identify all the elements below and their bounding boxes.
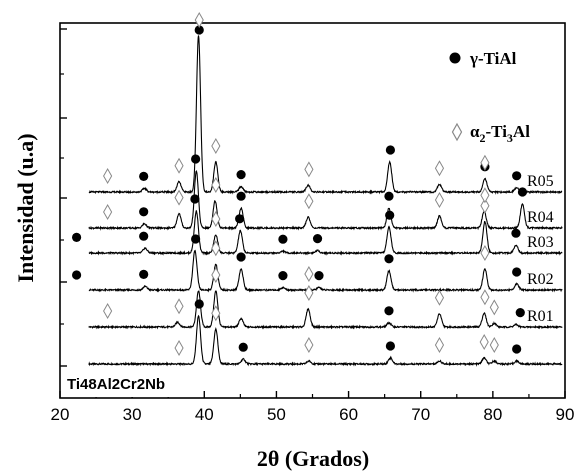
gamma-tial-marker [139, 269, 149, 279]
gamma-tial-marker [384, 254, 394, 264]
gamma-tial-marker [139, 171, 149, 181]
alpha2-ti3al-marker [194, 11, 204, 29]
gamma-tial-marker [139, 207, 149, 217]
gamma-tial-marker [385, 145, 396, 155]
alpha2-ti3al-marker [211, 176, 221, 194]
gamma-tial-marker [314, 271, 324, 281]
gamma-tial-marker [194, 25, 204, 35]
alpha2-ti3al-marker [434, 191, 445, 209]
curve-R01 [88, 290, 563, 330]
y-axis-title: Intensidad (u.a) [13, 133, 38, 282]
gamma-tial-marker [191, 154, 201, 164]
gamma-tial-marker [71, 232, 82, 242]
legend-label-alpha2: α2-Ti3Al [470, 122, 530, 145]
curve-label-R01: R01 [527, 308, 554, 325]
curve-substrate [88, 314, 563, 367]
legend-circle-icon [449, 52, 461, 64]
gamma-tial-marker [194, 299, 204, 309]
x-axis-title: 2θ (Grados) [257, 446, 369, 471]
alpha2-ti3al-marker [211, 210, 221, 228]
gamma-tial-marker [385, 210, 395, 220]
phase-markers [71, 11, 528, 357]
alpha2-ti3al-marker [211, 137, 221, 155]
legend: γ-TiAl α2-Ti3Al [449, 49, 530, 145]
curve-label-R02: R02 [527, 271, 554, 288]
alpha2-ti3al-marker [304, 284, 314, 302]
curve-labels: R01 R02 R03 R04 R05 [527, 173, 554, 325]
gamma-tial-marker [190, 194, 200, 204]
sample-label-box [61, 371, 198, 397]
alpha2-ti3al-marker [434, 336, 445, 354]
alpha2-ti3al-marker [174, 339, 184, 357]
alpha2-ti3al-marker [103, 302, 113, 320]
curve-label-R04: R04 [527, 209, 554, 226]
gamma-tial-marker [517, 187, 528, 197]
gamma-tial-marker [278, 234, 288, 244]
gamma-tial-marker [236, 170, 246, 180]
alpha2-ti3al-marker [174, 298, 184, 315]
x-tick-label: 80 [483, 405, 502, 424]
gamma-tial-marker [384, 191, 394, 201]
alpha2-ti3al-marker [304, 193, 314, 210]
curve-label-R05: R05 [527, 173, 554, 190]
alpha2-ti3al-marker [480, 244, 490, 262]
curve-label-R03: R03 [527, 234, 554, 251]
alpha2-ti3al-marker [480, 154, 490, 171]
alpha2-ti3al-marker [479, 333, 489, 351]
gamma-tial-marker [384, 306, 394, 316]
gamma-tial-marker [139, 231, 149, 241]
x-tick-label: 20 [51, 405, 70, 424]
gamma-tial-marker [236, 191, 246, 201]
alpha2-ti3al-marker [211, 240, 221, 257]
plot-frame [59, 22, 566, 399]
alpha2-ti3al-marker [489, 299, 499, 316]
gamma-tial-marker [278, 271, 288, 281]
gamma-tial-marker [515, 308, 525, 318]
legend-label-gamma: γ-TiAl [469, 49, 517, 68]
gamma-tial-marker [71, 270, 82, 280]
curve-R02 [88, 249, 563, 293]
diffraction-curves [88, 35, 563, 367]
x-tick-label: 50 [267, 405, 286, 424]
gamma-tial-marker [512, 171, 522, 181]
sample-label: Ti48Al2Cr2Nb [67, 376, 165, 393]
alpha2-ti3al-marker [304, 336, 314, 354]
curve-R05 [88, 35, 563, 195]
gamma-tial-marker [512, 344, 522, 354]
gamma-tial-marker [385, 341, 396, 351]
gamma-tial-marker [238, 342, 248, 352]
gamma-tial-marker [191, 234, 201, 244]
y-axis-ticks [60, 28, 67, 367]
alpha2-ti3al-marker [304, 161, 314, 178]
curve-R03 [88, 210, 563, 256]
x-tick-label: 70 [411, 405, 430, 424]
legend-diamond-icon [451, 122, 463, 142]
alpha2-ti3al-marker [174, 189, 184, 206]
x-axis-ticks: 20 30 40 50 60 70 80 90 [51, 391, 575, 424]
gamma-tial-marker [512, 267, 522, 277]
x-tick-label: 30 [123, 405, 142, 424]
alpha2-ti3al-marker [434, 160, 445, 177]
alpha2-ti3al-marker [434, 289, 445, 306]
alpha2-ti3al-marker [489, 336, 499, 354]
alpha2-ti3al-marker [103, 203, 113, 221]
alpha2-ti3al-marker [480, 289, 490, 306]
x-tick-label: 40 [195, 405, 214, 424]
alpha2-ti3al-marker [211, 305, 221, 322]
alpha2-ti3al-marker [480, 197, 490, 214]
x-tick-label: 60 [339, 405, 358, 424]
alpha2-ti3al-marker [103, 167, 113, 185]
alpha2-ti3al-marker [480, 187, 490, 204]
gamma-tial-marker [236, 252, 246, 262]
gamma-tial-marker [511, 228, 521, 238]
gamma-tial-marker [312, 234, 323, 244]
x-tick-label: 90 [556, 405, 575, 424]
alpha2-ti3al-marker [304, 265, 314, 283]
alpha2-ti3al-marker [211, 266, 221, 284]
alpha2-ti3al-marker [174, 157, 184, 174]
curve-R04 [88, 170, 563, 231]
gamma-tial-marker [235, 214, 245, 224]
